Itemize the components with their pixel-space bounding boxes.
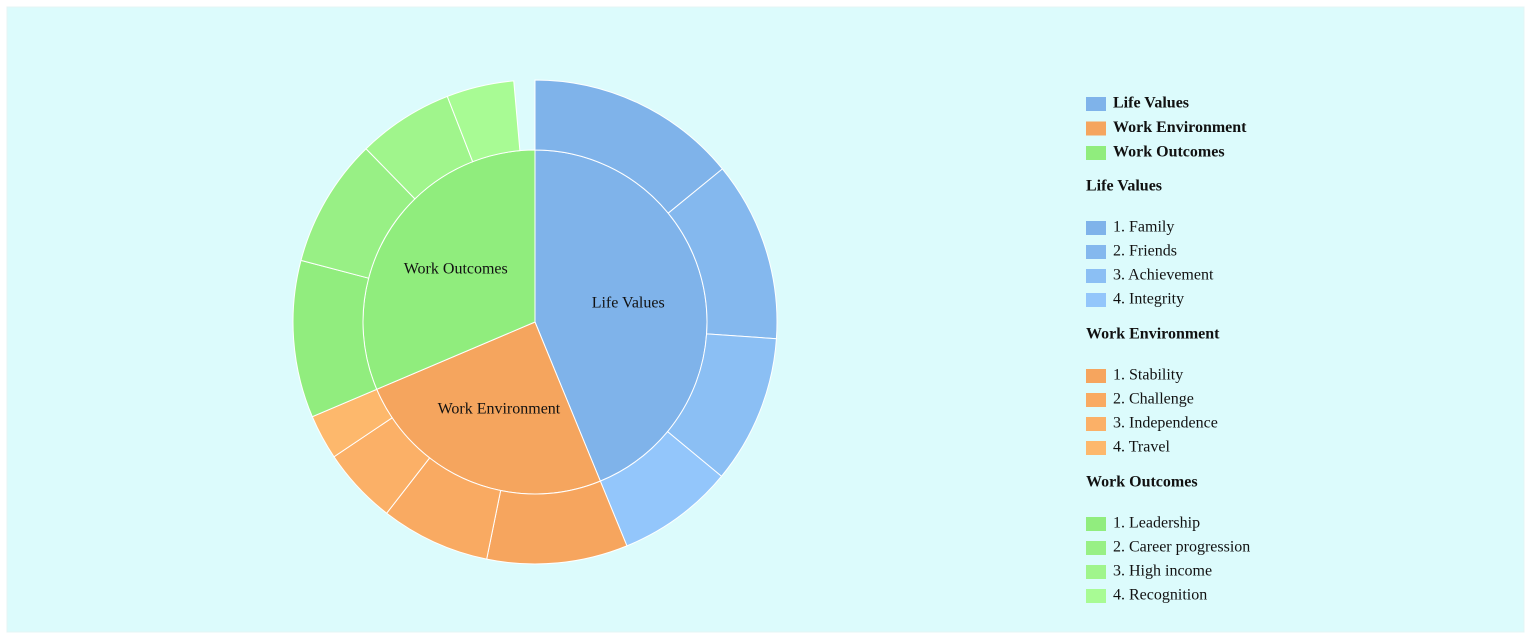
legend-swatch <box>1086 293 1106 307</box>
legend-label: Work Environment <box>1113 119 1247 136</box>
legend-label: 4. Recognition <box>1113 587 1207 604</box>
legend-group-title: Work Outcomes <box>1086 474 1198 491</box>
outer-slice <box>486 480 628 565</box>
legend-swatch <box>1086 369 1106 383</box>
rings: Life Values Work Environment Work Outcomes <box>292 79 778 565</box>
legend-group-title: Life Values <box>1086 178 1162 195</box>
slice-label: Work Environment <box>438 401 561 418</box>
outer-slice <box>446 80 521 163</box>
legend-swatch <box>1086 245 1106 259</box>
legend-swatch <box>1086 269 1106 283</box>
legend-label: 2. Career progression <box>1113 539 1250 556</box>
legend-swatch <box>1086 589 1106 603</box>
legend-swatch <box>1086 393 1106 407</box>
legend-swatch <box>1086 517 1106 531</box>
legend-label: Work Outcomes <box>1113 144 1225 161</box>
legend-swatch <box>1086 565 1106 579</box>
legend-label: 1. Family <box>1113 219 1174 236</box>
legend-swatch <box>1086 121 1106 136</box>
legend-swatch <box>1086 417 1106 431</box>
slice-label: Life Values <box>592 294 665 311</box>
legend-label: 4. Integrity <box>1113 291 1184 308</box>
legend-swatch <box>1086 146 1106 160</box>
legend-label: 2. Friends <box>1113 243 1177 260</box>
legend-group-title: Work Environment <box>1086 326 1220 343</box>
legend-label: 1. Leadership <box>1113 515 1200 532</box>
legend-label: Life Values <box>1113 95 1189 112</box>
legend-label: 3. High income <box>1113 563 1212 580</box>
legend-swatch <box>1086 541 1106 555</box>
legend-label: 3. Achievement <box>1113 267 1214 284</box>
legend-label: 4. Travel <box>1113 439 1170 456</box>
outer-slice <box>292 259 378 418</box>
legend-swatch <box>1086 221 1106 235</box>
legend-swatch <box>1086 441 1106 455</box>
legend-swatch <box>1086 97 1106 111</box>
legend-label: 3. Independence <box>1113 415 1218 432</box>
legend-label: 1. Stability <box>1113 367 1183 384</box>
legend: Life Values Work Environment Work Outcomes… <box>1086 95 1250 604</box>
slice-label: Work Outcomes <box>404 260 508 277</box>
legend-label: 2. Challenge <box>1113 391 1194 408</box>
